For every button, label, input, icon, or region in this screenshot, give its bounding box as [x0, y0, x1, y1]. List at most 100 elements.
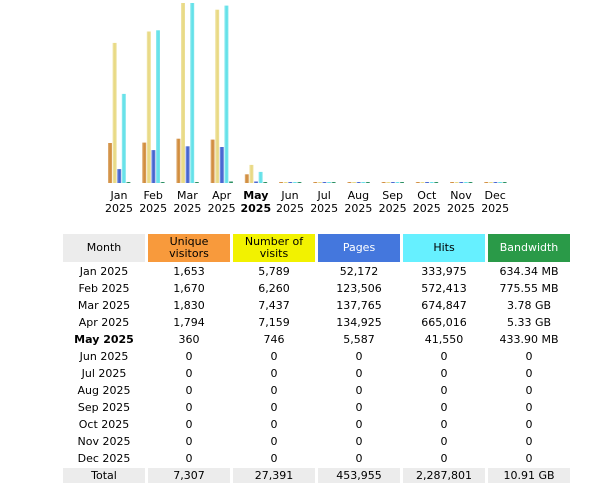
bar-number-of-visits-7 [352, 182, 356, 183]
month-tick-year: 2025 [173, 202, 202, 215]
bar-pages-6 [322, 182, 327, 183]
cell-bandwidth: 0 [525, 418, 533, 431]
month-tick-label: Oct 2025 [409, 189, 445, 215]
cell-unique-visitors: 0 [185, 384, 193, 397]
cell-hits: 0 [440, 452, 448, 465]
cell-visits: 0 [270, 418, 278, 431]
cell-month: Oct 2025 [78, 418, 130, 431]
cell-month: Sep 2025 [77, 401, 131, 414]
month-tick-year: 2025 [412, 202, 441, 215]
bar-number-of-visits-10 [454, 182, 459, 183]
bar-pages-7 [356, 182, 361, 183]
bar-hits-11 [498, 182, 502, 183]
bar-pages-8 [390, 182, 395, 183]
cell-hits: 0 [440, 367, 448, 380]
month-tick-label: Apr 2025 [204, 189, 240, 215]
cell-month: Mar 2025 [77, 299, 131, 312]
cell-bandwidth: 433.90 MB [499, 333, 559, 346]
bar-unique-visitors-5 [279, 182, 283, 183]
bar-pages-11 [493, 182, 498, 183]
bar-bandwidth-1 [160, 182, 165, 183]
month-tick-label: Nov 2025 [443, 189, 479, 215]
header-month: Month [63, 234, 145, 262]
cell-unique-visitors: 0 [185, 435, 193, 448]
month-tick-month: Dec [484, 189, 506, 202]
bar-bandwidth-11 [502, 182, 507, 183]
bar-number-of-visits-2 [181, 3, 185, 183]
monthly-history-chart: Jan 2025 Feb 2025 Mar 2025 Apr 2025 May 2025 Jun 20… [0, 0, 606, 220]
table-row: Jan 2025 1,653 5,789 52,172 333,975 634.34 MB [63, 264, 570, 279]
cell-unique-visitors: 0 [185, 350, 193, 363]
month-tick-year: 2025 [276, 202, 304, 215]
table-row: Mar 2025 1,830 7,437 137,765 674,847 3.78 GB [63, 298, 570, 313]
bar-number-of-visits-4 [249, 164, 254, 183]
table-total-row: Total 7,307 27,391 453,955 2,287,801 10.91 GB [63, 468, 570, 483]
table-row: Feb 2025 1,670 6,260 123,506 572,413 775.55 M… [63, 281, 570, 296]
cell-hits: 665,016 [421, 316, 467, 329]
month-tick-month: Sep [382, 189, 403, 202]
cell-visits: 0 [270, 401, 278, 414]
bar-number-of-visits-9 [420, 182, 425, 183]
month-tick-label: May 2025 [238, 189, 274, 215]
month-tick-year: 2025 [139, 202, 168, 215]
bar-pages-1 [151, 150, 156, 183]
month-tick-year: 2025 [447, 202, 475, 215]
cell-month: Jul 2025 [81, 367, 127, 380]
monthly-stats-table: Month Unique visitors Number of visits P… [60, 232, 573, 485]
total-hits: 2,287,801 [403, 468, 485, 483]
month-tick-label: Jun 2025 [272, 189, 308, 215]
month-tick-label: Jul 2025 [306, 189, 342, 215]
month-tick-year: 2025 [105, 202, 133, 215]
cell-visits: 0 [270, 435, 278, 448]
bar-bandwidth-10 [468, 182, 473, 183]
cell-visits: 0 [270, 367, 278, 380]
total-pages: 453,955 [318, 468, 400, 483]
table-row: May 2025 360 746 5,587 41,550 433.90 MB [63, 332, 570, 347]
bar-bandwidth-0 [126, 182, 131, 183]
total-unique-visitors: 7,307 [148, 468, 230, 483]
bar-hits-4 [258, 171, 263, 183]
month-tick-year: 2025 [240, 202, 272, 215]
bar-pages-10 [459, 182, 464, 183]
bar-bandwidth-7 [365, 182, 370, 183]
month-tick-month: Apr [212, 189, 232, 202]
cell-visits: 746 [263, 333, 285, 346]
cell-month: Nov 2025 [77, 435, 131, 448]
month-tick-label: Sep 2025 [375, 189, 411, 215]
cell-hits: 333,975 [421, 265, 467, 278]
cell-visits: 0 [270, 452, 278, 465]
bar-unique-visitors-10 [450, 182, 454, 183]
month-tick-month: Feb [143, 189, 163, 202]
cell-visits: 7,159 [258, 316, 290, 329]
table-row: Oct 2025 0 0 0 0 0 [63, 417, 570, 432]
cell-bandwidth: 5.33 GB [506, 316, 552, 329]
cell-bandwidth: 0 [525, 384, 533, 397]
cell-hits: 0 [440, 384, 448, 397]
bar-hits-0 [121, 93, 126, 183]
bar-number-of-visits-0 [112, 42, 117, 184]
bar-unique-visitors-6 [313, 182, 318, 183]
cell-hits: 0 [440, 435, 448, 448]
bar-hits-9 [429, 182, 434, 183]
cell-bandwidth: 0 [525, 435, 533, 448]
bar-pages-0 [117, 169, 122, 183]
month-tick-label: Jan 2025 [101, 189, 137, 215]
month-tick-month: May [243, 189, 269, 202]
cell-month: Aug 2025 [77, 384, 131, 397]
total-visits: 27,391 [233, 468, 315, 483]
cell-unique-visitors: 0 [185, 418, 193, 431]
bar-number-of-visits-8 [386, 182, 391, 183]
cell-unique-visitors: 1,830 [173, 299, 205, 312]
cell-unique-visitors: 0 [185, 401, 193, 414]
cell-unique-visitors: 1,794 [173, 316, 205, 329]
cell-month: May 2025 [74, 333, 134, 346]
cell-bandwidth: 0 [525, 350, 533, 363]
cell-hits: 674,847 [421, 299, 467, 312]
bar-hits-1 [156, 30, 160, 183]
month-tick-year: 2025 [481, 202, 510, 215]
cell-visits: 6,260 [258, 282, 290, 295]
month-tick-label: Aug 2025 [340, 189, 376, 215]
cell-bandwidth: 634.34 MB [499, 265, 559, 278]
bar-hits-10 [463, 182, 468, 183]
bar-pages-2 [185, 146, 190, 183]
